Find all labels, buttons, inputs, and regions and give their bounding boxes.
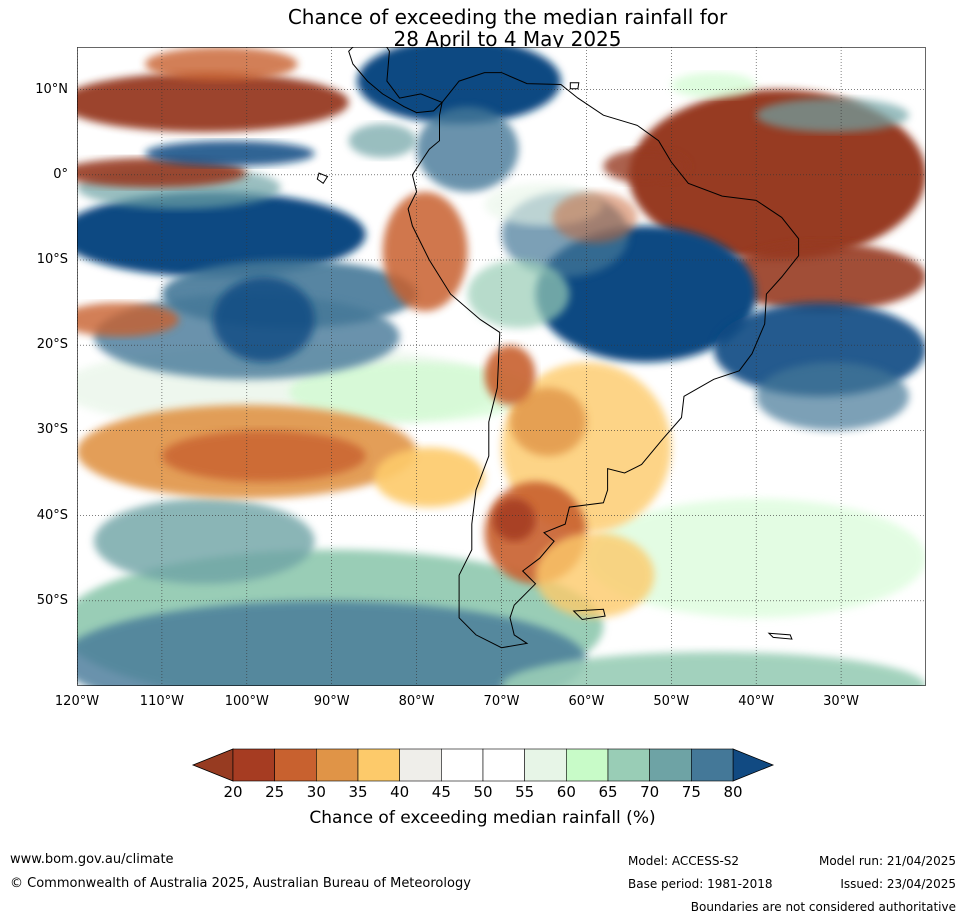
rainfall-anomaly-region bbox=[535, 532, 655, 618]
rainfall-anomaly-region bbox=[586, 498, 926, 618]
rainfall-anomaly-region bbox=[493, 498, 536, 542]
latitude-label: 10°S bbox=[36, 252, 68, 267]
rainfall-anomaly-region bbox=[348, 123, 417, 158]
longitude-label: 70°W bbox=[483, 694, 520, 709]
longitude-label: 110°W bbox=[139, 694, 184, 709]
rainfall-anomaly-region bbox=[77, 191, 366, 278]
colorbar-tick-label: 75 bbox=[681, 783, 701, 801]
colorbar-segment bbox=[316, 748, 359, 782]
colorbar-segment bbox=[232, 748, 275, 782]
rainfall-anomaly-region bbox=[93, 498, 315, 584]
rainfall-anomaly-region bbox=[484, 345, 536, 405]
central-america-coastline bbox=[348, 47, 443, 114]
colorbar-tick-label: 40 bbox=[390, 783, 410, 801]
longitude-label: 100°W bbox=[224, 694, 269, 709]
map-title-line2: 28 April to 4 May 2025 bbox=[393, 27, 622, 51]
longitude-label: 30°W bbox=[823, 694, 860, 709]
issued-date: Issued: 23/04/2025 bbox=[840, 877, 956, 891]
colorbar-segment bbox=[482, 748, 525, 782]
colorbar-tick-label: 30 bbox=[306, 783, 326, 801]
rainfall-map-canvas bbox=[77, 47, 926, 686]
colorbar-over-arrow bbox=[732, 748, 775, 782]
colorbar-under-arrow bbox=[191, 748, 234, 782]
map-title-line1: Chance of exceeding the median rainfall … bbox=[287, 5, 728, 29]
colorbar-tick-label: 50 bbox=[473, 783, 493, 801]
longitude-label: 80°W bbox=[398, 694, 435, 709]
colorbar-tick-label: 70 bbox=[640, 783, 660, 801]
base-period: Base period: 1981-2018 bbox=[628, 877, 773, 891]
longitude-label: 60°W bbox=[568, 694, 605, 709]
rainfall-anomaly-region bbox=[161, 430, 366, 482]
rainfall-anomaly-region bbox=[756, 362, 910, 431]
rainfall-anomaly-region bbox=[416, 106, 519, 192]
rainfall-anomaly-region bbox=[144, 47, 298, 82]
colorbar-segment bbox=[691, 748, 734, 782]
south-america-coastline bbox=[407, 72, 800, 649]
rainfall-anomaly-region bbox=[756, 98, 910, 133]
rainfall-anomaly-region bbox=[501, 651, 926, 686]
falkland-islands-coastline bbox=[572, 608, 606, 621]
longitude-label: 90°W bbox=[313, 694, 350, 709]
map-gridlines bbox=[77, 47, 926, 686]
colorbar-segment bbox=[399, 748, 442, 782]
rainfall-anomaly-region bbox=[289, 362, 536, 422]
colorbar-tick-label: 60 bbox=[556, 783, 576, 801]
rainfall-anomaly-region bbox=[77, 72, 349, 133]
rainfall-anomaly-region bbox=[628, 89, 926, 260]
rainfall-anomaly-region bbox=[552, 191, 638, 243]
latitude-label: 20°S bbox=[36, 337, 68, 353]
rainfall-anomaly-region bbox=[467, 260, 570, 329]
longitude-label: 40°W bbox=[738, 694, 775, 709]
colorbar-segment bbox=[274, 748, 317, 782]
rainfall-anomaly-region bbox=[374, 447, 485, 508]
latitude-label: 30°S bbox=[36, 422, 68, 438]
website-link[interactable]: www.bom.gov.au/climate bbox=[10, 852, 174, 867]
rainfall-map bbox=[77, 47, 926, 686]
coastlines bbox=[316, 47, 800, 649]
colorbar-segment bbox=[441, 748, 484, 782]
colorbar-segment bbox=[566, 748, 609, 782]
colorbar-tick-label: 20 bbox=[223, 783, 243, 801]
rainfall-anomaly-region bbox=[144, 140, 315, 167]
colorbar-segment bbox=[524, 748, 567, 782]
colorbar-tick-label: 35 bbox=[348, 783, 368, 801]
colorbar-tick-label: 65 bbox=[598, 783, 618, 801]
rainfall-anomaly-region bbox=[77, 302, 179, 337]
rainfall-anomaly-region bbox=[357, 47, 561, 124]
latitude-label: 10°N bbox=[35, 81, 68, 97]
colorbar-tick-label: 45 bbox=[431, 783, 451, 801]
galapagos-coastline bbox=[316, 172, 329, 185]
colorbar-tick-label: 55 bbox=[515, 783, 535, 801]
rainfall-anomaly-region bbox=[671, 72, 757, 99]
latitude-label: 0° bbox=[53, 166, 68, 182]
colorbar-segment bbox=[607, 748, 650, 782]
rainfall-anomaly-region bbox=[212, 277, 315, 363]
trinidad-coastline bbox=[569, 82, 580, 90]
map-frame bbox=[77, 47, 926, 686]
latitude-label: 50°S bbox=[36, 592, 68, 608]
model-name: Model: ACCESS-S2 bbox=[628, 854, 740, 868]
colorbar-tick-label: 25 bbox=[265, 783, 285, 801]
model-run-date: Model run: 21/04/2025 bbox=[818, 854, 956, 868]
colorbar-segment bbox=[357, 748, 400, 782]
boundaries-disclaimer: Boundaries are not considered authoritat… bbox=[690, 900, 956, 914]
colorbar-title: Chance of exceeding median rainfall (%) bbox=[309, 808, 656, 828]
rainfall-anomaly-region bbox=[509, 387, 587, 456]
rainfall-fields bbox=[77, 47, 926, 686]
latitude-label: 40°S bbox=[36, 507, 68, 523]
longitude-label: 50°W bbox=[653, 694, 690, 709]
south-georgia-coastline bbox=[767, 632, 793, 640]
colorbar-segment bbox=[649, 748, 692, 782]
longitude-label: 120°W bbox=[54, 694, 100, 709]
colorbar-tick-label: 80 bbox=[723, 783, 743, 801]
rainfall-anomaly-region bbox=[77, 600, 587, 686]
copyright-text: © Commonwealth of Australia 2025, Austra… bbox=[10, 876, 471, 891]
rainfall-anomaly-region bbox=[603, 149, 689, 184]
